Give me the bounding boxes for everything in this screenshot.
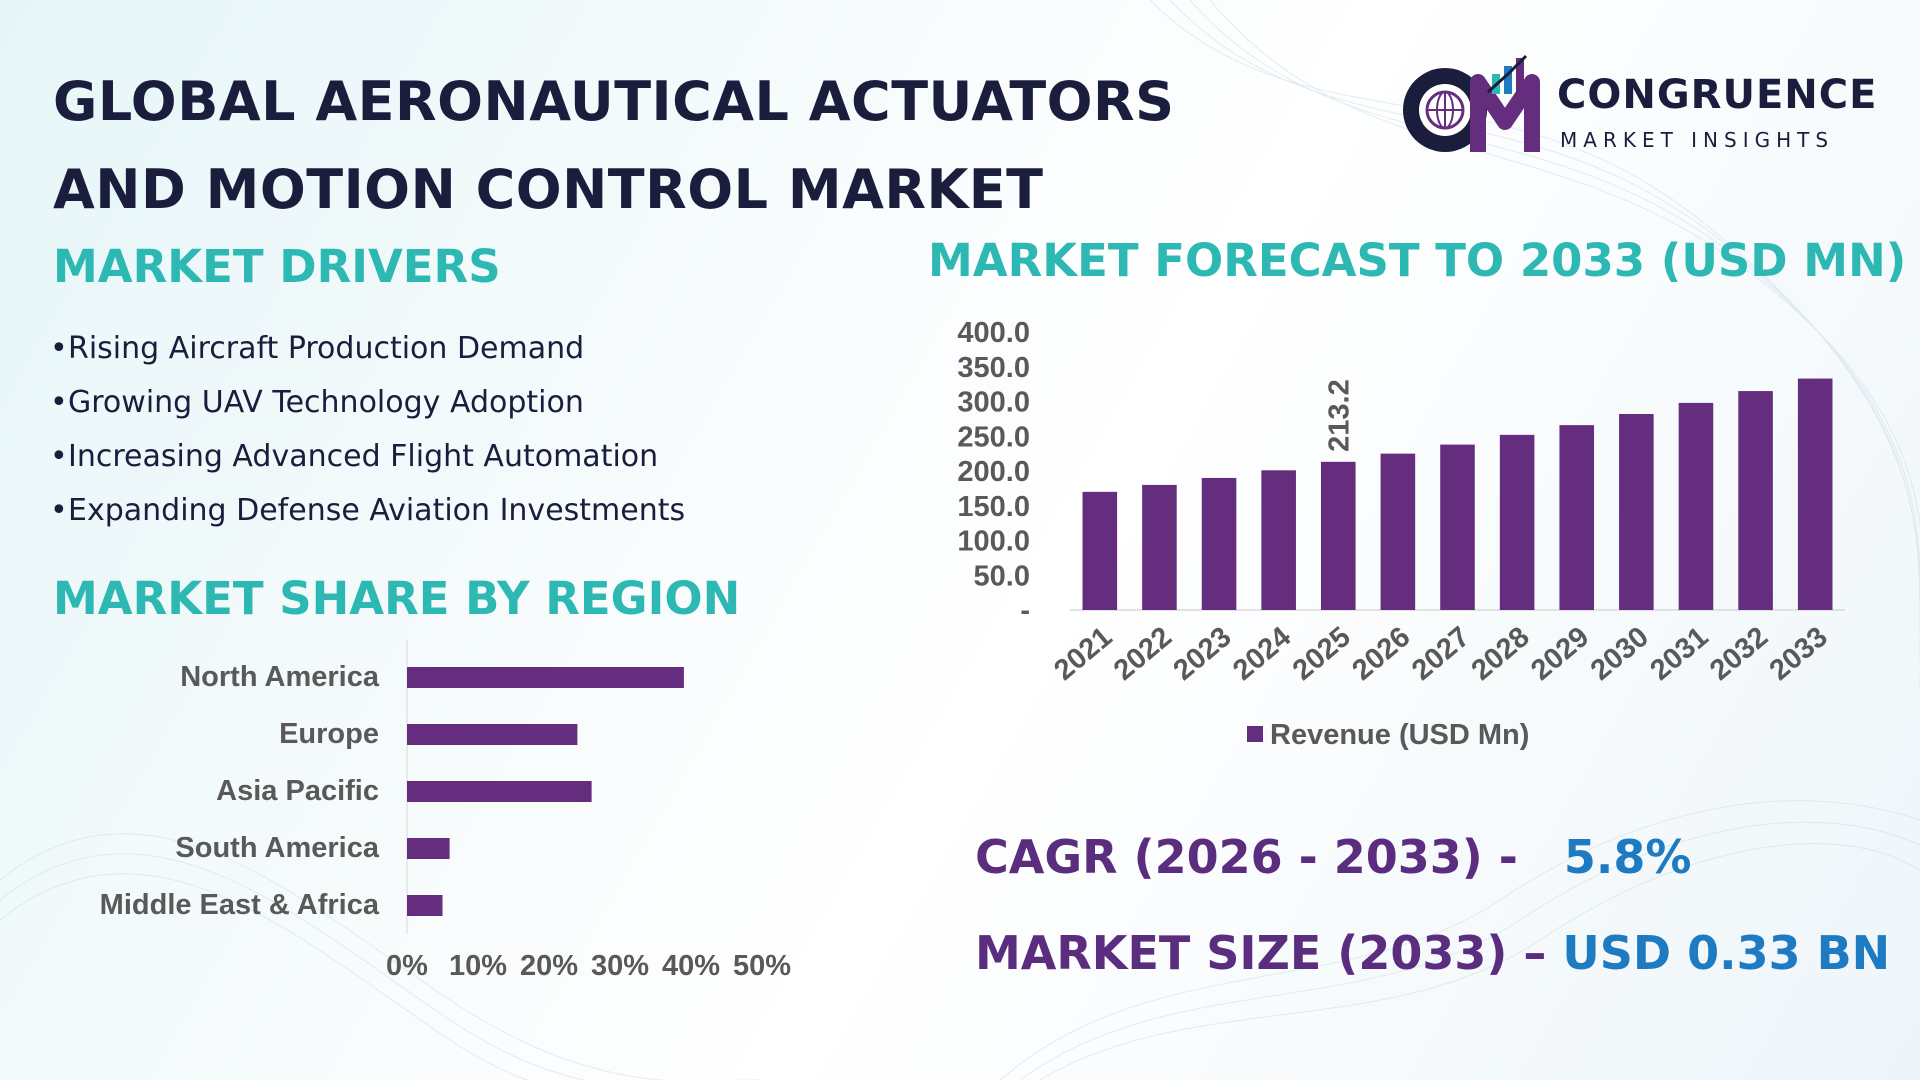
market-forecast-heading: MARKET FORECAST TO 2033 (USD MN) (928, 234, 1907, 287)
forecast-x-tick-label: 2029 (1525, 621, 1595, 687)
region-tick-label: 40% (662, 950, 720, 982)
forecast-y-tick-label: 50.0 (974, 560, 1030, 592)
market-drivers-list: •Rising Aircraft Production Demand •Grow… (50, 322, 685, 538)
forecast-bar (1619, 414, 1654, 610)
driver-text: Expanding Defense Aviation Investments (68, 493, 686, 528)
forecast-bar (1440, 444, 1475, 610)
driver-text: Rising Aircraft Production Demand (68, 331, 585, 366)
title-line-2: AND MOTION CONTROL MARKET (53, 158, 1044, 221)
region-tick-label: 0% (386, 950, 428, 982)
congruence-logo-mark (1403, 54, 1540, 152)
forecast-x-tick-label: 2031 (1644, 621, 1714, 687)
market-share-heading: MARKET SHARE BY REGION (53, 572, 741, 625)
driver-item: •Increasing Advanced Flight Automation (50, 430, 685, 484)
forecast-bar (1678, 402, 1714, 610)
driver-text: Increasing Advanced Flight Automation (68, 439, 659, 474)
driver-item: •Rising Aircraft Production Demand (50, 322, 685, 376)
forecast-x-tick-label: 2022 (1108, 621, 1178, 687)
forecast-bar (1142, 484, 1177, 610)
forecast-x-tick-label: 2021 (1048, 621, 1118, 687)
forecast-chart: -50.0100.0150.0200.0250.0300.0350.0400.0… (957, 317, 1845, 751)
bullet-icon: • (50, 385, 68, 420)
forecast-bar (1320, 461, 1356, 610)
forecast-bar (1261, 470, 1296, 610)
market-size-label: MARKET SIZE (2033) – (975, 926, 1547, 980)
forecast-x-tick-label: 2032 (1704, 621, 1774, 687)
forecast-bar (1499, 434, 1535, 610)
region-bar (407, 667, 684, 688)
forecast-y-tick-label: 100.0 (957, 526, 1030, 558)
forecast-y-tick-label: 400.0 (957, 317, 1030, 349)
forecast-bar (1797, 378, 1833, 610)
region-tick-label: 10% (449, 950, 507, 982)
forecast-bar (1082, 491, 1118, 610)
bullet-icon: • (50, 493, 68, 528)
forecast-legend: Revenue (USD Mn) (1247, 719, 1529, 751)
forecast-y-tick-label: 250.0 (957, 421, 1030, 453)
cagr-stat: CAGR (2026 - 2033) - 5.8% (975, 830, 1691, 884)
forecast-x-tick-label: 2024 (1227, 621, 1297, 687)
forecast-bar (1559, 425, 1595, 610)
brand-tagline: MARKET INSIGHTS (1560, 128, 1835, 152)
region-bar (407, 895, 443, 916)
region-bar (407, 781, 592, 802)
region-category-label: North America (180, 661, 380, 693)
forecast-x-tick-label: 2030 (1585, 621, 1655, 687)
forecast-data-label: 213.2 (1323, 379, 1355, 452)
region-bar (407, 838, 450, 859)
legend-label: Revenue (USD Mn) (1270, 719, 1529, 751)
forecast-x-tick-label: 2026 (1346, 621, 1416, 687)
driver-item: •Growing UAV Technology Adoption (50, 376, 685, 430)
region-share-chart: North America Europe Asia Pacific South Ame… (100, 640, 791, 982)
region-tick-label: 20% (520, 950, 578, 982)
title-line-1: GLOBAL AERONAUTICAL ACTUATORS (53, 70, 1175, 133)
region-tick-label: 50% (733, 950, 791, 982)
forecast-x-tick-label: 2023 (1168, 621, 1238, 687)
market-size-stat: MARKET SIZE (2033) – USD 0.33 BN (975, 926, 1890, 980)
forecast-x-tick-label: 2027 (1406, 621, 1476, 687)
forecast-bar (1201, 477, 1237, 610)
page-title: GLOBAL AERONAUTICAL ACTUATORS AND MOTION… (53, 58, 1175, 234)
forecast-x-tick-label: 2028 (1466, 621, 1536, 687)
cagr-value: 5.8% (1563, 830, 1692, 884)
driver-item: •Expanding Defense Aviation Investments (50, 484, 685, 538)
region-category-label: Asia Pacific (216, 775, 379, 807)
legend-swatch (1247, 726, 1263, 742)
bullet-icon: • (50, 331, 68, 366)
forecast-bar (1380, 453, 1416, 610)
forecast-y-tick-label: 150.0 (957, 491, 1030, 523)
forecast-y-tick-label: 300.0 (957, 387, 1030, 419)
cagr-label: CAGR (2026 - 2033) - (975, 830, 1518, 884)
region-tick-label: 30% (591, 950, 649, 982)
forecast-y-tick-label: 350.0 (957, 352, 1030, 384)
region-bar (407, 724, 578, 745)
region-category-label: South America (175, 832, 379, 864)
forecast-y-tick-label: - (1020, 595, 1030, 627)
bullet-icon: • (50, 439, 68, 474)
forecast-y-tick-label: 200.0 (957, 456, 1030, 488)
forecast-x-tick-label: 2033 (1764, 621, 1834, 687)
forecast-x-tick-label: 2025 (1287, 621, 1357, 687)
region-category-label: Middle East & Africa (100, 889, 380, 921)
brand-name: CONGRUENCE (1557, 72, 1878, 118)
forecast-bar (1738, 391, 1773, 610)
driver-text: Growing UAV Technology Adoption (68, 385, 584, 420)
market-size-value: USD 0.33 BN (1562, 926, 1891, 980)
region-category-label: Europe (279, 718, 379, 750)
market-drivers-heading: MARKET DRIVERS (53, 240, 501, 293)
